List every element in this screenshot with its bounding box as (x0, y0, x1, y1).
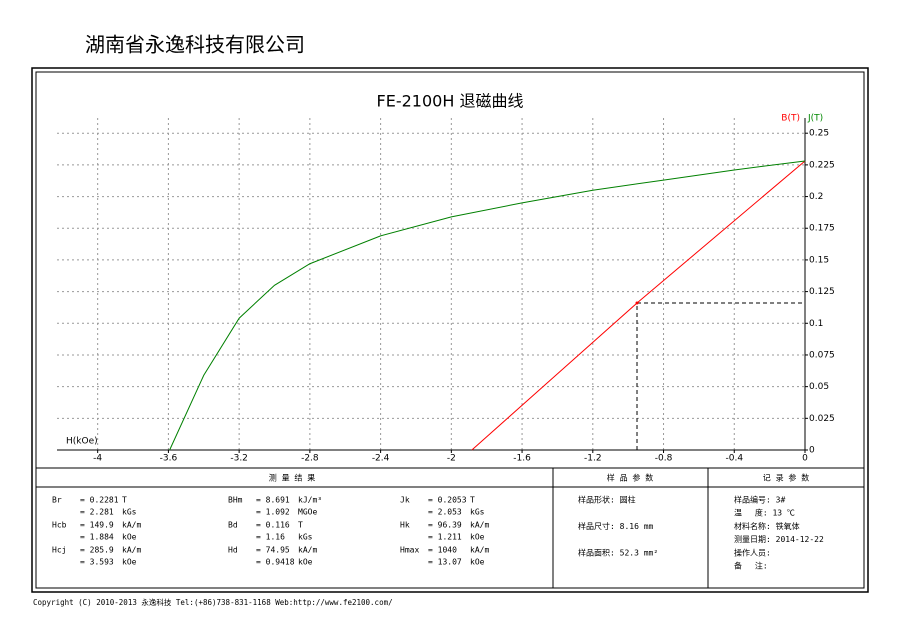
measure-unit: kA/m (122, 546, 141, 555)
y-tick-label: 0.225 (809, 160, 835, 170)
measure-unit: kA/m (470, 521, 489, 530)
x-tick-label: -1.2 (584, 454, 602, 464)
measure-unit: kA/m (470, 546, 489, 555)
measure-unit: kOe (470, 533, 485, 542)
measure-value: = 2.281 (80, 508, 114, 517)
measure-unit: T (122, 496, 127, 505)
x-tick-label: -0.4 (725, 454, 743, 464)
x-tick-label: -2.8 (301, 454, 319, 464)
measure-value: = 0.116 (256, 521, 290, 530)
measure-label: Hcb (52, 521, 67, 530)
footer: Copyright (C) 2010-2013 永逸科技 Tel:(+86)73… (33, 597, 393, 607)
x-tick-label: -3.2 (230, 454, 248, 464)
marker-point (635, 301, 639, 305)
measure-unit: MGOe (298, 508, 317, 517)
y-tick-label: 0.25 (809, 129, 829, 139)
y-tick-label: 0.05 (809, 382, 829, 392)
measure-label: Hcj (52, 546, 66, 555)
measure-unit: T (298, 521, 303, 530)
company: 湖南省永逸科技有限公司 (85, 33, 305, 57)
measure-value: = 96.39 (428, 521, 462, 530)
inner-frame (35, 71, 865, 589)
record-item: 样品编号: 3# (734, 495, 785, 505)
x-tick-label: -3.6 (160, 454, 178, 464)
measure-label: Hk (400, 521, 410, 530)
measure-label: Br (52, 496, 62, 505)
y-tick-label: 0.1 (809, 319, 823, 329)
measure-unit: kJ/m³ (298, 496, 322, 505)
outer-frame (31, 67, 869, 593)
measure-label: BHm (228, 496, 243, 505)
measure-value: = 1040 (428, 546, 457, 555)
x-tick-label: -4 (93, 454, 102, 464)
y-tick-label: 0 (809, 446, 815, 456)
measure-unit: kOe (122, 533, 137, 542)
y-axis-label: J(T) (807, 114, 823, 124)
measure-value: = 2.053 (428, 508, 462, 517)
x-axis-label: H(kOe) (66, 437, 98, 447)
sample-item: 样品形状: 圆柱 (578, 495, 636, 505)
x-tick-label: -2 (447, 454, 456, 464)
measure-unit: kGs (298, 533, 313, 542)
measure-label: Hmax (400, 546, 419, 555)
y-tick-label: 0.175 (809, 224, 835, 234)
measure-unit: kOe (122, 558, 137, 567)
measure-value: = 1.211 (428, 533, 462, 542)
measure-unit: kOe (298, 558, 313, 567)
measure-value: = 1.092 (256, 508, 290, 517)
measure-unit: kGs (122, 508, 137, 517)
y-tick-label: 0.075 (809, 350, 835, 360)
x-tick-label: -1.6 (513, 454, 531, 464)
record-item: 测量日期: 2014-12-22 (734, 535, 824, 544)
measure-value: = 3.593 (80, 558, 114, 567)
record-item: 温 度: 13 ℃ (734, 508, 795, 518)
x-tick-label: -0.8 (655, 454, 673, 464)
table-header: 测 量 结 果 (269, 473, 315, 483)
sample-item: 样品尺寸: 8.16 mm (578, 521, 654, 531)
record-item: 材料名称: 铁氧体 (734, 521, 800, 531)
measure-unit: kA/m (298, 546, 317, 555)
measure-label: Bd (228, 521, 238, 530)
marker-guide (636, 302, 805, 450)
measure-unit: kA/m (122, 521, 141, 530)
record-item: 备 注: (734, 561, 768, 571)
y-tick-label: 0.15 (809, 255, 829, 265)
measure-unit: T (470, 496, 475, 505)
series-line (169, 160, 806, 451)
measure-label: Hd (228, 546, 238, 555)
chart-title: FE-2100H 退磁曲线 (377, 92, 524, 111)
measure-label: Jk (400, 496, 410, 505)
measure-value: = 149.9 (80, 521, 114, 530)
measure-value: = 285.9 (80, 546, 114, 555)
record-item: 操作人员: (734, 547, 771, 557)
measure-value: = 0.9418 (256, 558, 295, 567)
y-axis-label: B(T) (781, 114, 800, 124)
table-header: 记 录 参 数 (763, 473, 809, 483)
x-tick-label: -2.4 (372, 454, 390, 464)
x-tick-label: 0 (802, 454, 808, 464)
sample-item: 样品面积: 52.3 mm² (578, 548, 658, 558)
measure-value: = 1.16 (256, 533, 285, 542)
y-tick-label: 0.2 (809, 192, 823, 202)
table-header: 样 品 参 数 (607, 473, 653, 483)
y-tick-label: 0.025 (809, 414, 835, 424)
measure-unit: kOe (470, 558, 485, 567)
measure-value: = 0.2281 (80, 496, 119, 505)
measure-value: = 1.884 (80, 533, 114, 542)
measure-value: = 74.95 (256, 546, 290, 555)
measure-value: = 13.07 (428, 558, 462, 567)
measure-value: = 8.691 (256, 496, 290, 505)
measure-unit: kGs (470, 508, 485, 517)
measure-value: = 0.2053 (428, 496, 467, 505)
y-tick-label: 0.125 (809, 287, 835, 297)
